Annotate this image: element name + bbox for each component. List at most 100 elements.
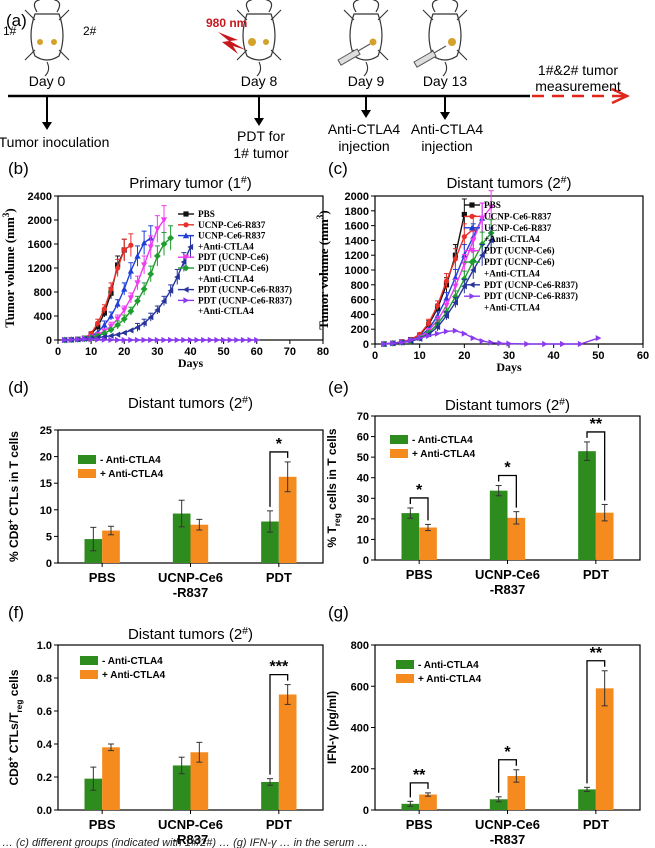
data-point-9 <box>121 247 127 253</box>
y-axis-label: IFN-γ (pg/ml) <box>325 691 339 764</box>
category-label-0-0: PBS <box>406 817 433 832</box>
x-tick-label-1: 10 <box>414 350 426 362</box>
data-point-9 <box>121 307 128 314</box>
data-point-7 <box>443 302 450 309</box>
chart-title: Distant tumors (2#) <box>446 174 571 192</box>
significance-label-2: *** <box>269 659 288 676</box>
y-tick-label-5: 50 <box>357 452 369 464</box>
legend-swatch-1 <box>78 469 96 478</box>
mouse-label-1: 1# <box>3 24 17 38</box>
mouse-day13-icon-body <box>428 13 462 61</box>
y-tick-label-1: 400 <box>34 311 52 323</box>
legend-entry-3-0: PDT (UCNP-Ce6) <box>484 246 555 256</box>
legend-entry-6-1: +Anti-CTLA4 <box>198 306 254 316</box>
legend-swatch-1 <box>390 449 408 458</box>
chart-title: Distant tumors (2#) <box>445 396 570 414</box>
day-label-8: Day 8 <box>241 73 278 89</box>
data-point-23 <box>214 336 221 344</box>
event-tumor-inoculation: Tumor inoculation <box>0 134 109 150</box>
legend-entry-2-1: +Anti-CTLA4 <box>484 234 540 244</box>
bar-1-0 <box>102 747 120 810</box>
y-tick-label-2: 800 <box>34 287 52 299</box>
data-point-14 <box>153 252 161 260</box>
legend-marker-1 <box>183 222 189 228</box>
y-tick-label-3: 15 <box>40 478 52 490</box>
y-tick-label-1: 5 <box>46 531 52 543</box>
y-tick-label-5: 2000 <box>28 215 52 227</box>
bar-0-1 <box>489 490 508 560</box>
chart-title: Primary tumor (1#) <box>129 174 252 192</box>
data-point-8 <box>452 327 459 334</box>
y-tick-label-6: 2400 <box>28 191 52 203</box>
data-point-12 <box>141 262 148 269</box>
legend-marker-0 <box>469 202 475 208</box>
data-point-8 <box>115 265 121 271</box>
y-tick-label-6: 1200 <box>345 250 369 262</box>
data-point-12 <box>141 320 147 327</box>
legend: - Anti-CTLA4 + Anti-CTLA4 <box>80 656 166 681</box>
mouse-day0-icon-limbs <box>24 9 70 77</box>
y-tick-label-2: 0.4 <box>37 739 53 751</box>
y-tick-label-5: 1000 <box>345 265 369 277</box>
legend-entry-0: - Anti-CTLA4 <box>102 656 163 667</box>
panel-label: (d) <box>8 378 29 397</box>
day-label-9: Day 9 <box>348 73 385 89</box>
data-point-28 <box>247 336 254 344</box>
syringe-day9-icon-needle <box>357 43 371 52</box>
data-point-27 <box>240 336 247 344</box>
legend-marker-3 <box>468 248 476 254</box>
timeline-arrowhead-icon <box>611 87 630 105</box>
category-label-1-1: -R837 <box>490 582 525 597</box>
bar-1-0 <box>419 527 437 560</box>
event-pdt-line1: PDT for <box>237 128 285 144</box>
data-point-12 <box>488 339 495 346</box>
y-tick-label-2: 10 <box>40 505 52 517</box>
data-point-11 <box>479 252 485 259</box>
data-point-11 <box>134 297 141 305</box>
data-point-15 <box>524 340 530 348</box>
data-point-8 <box>114 331 121 338</box>
data-point-10 <box>127 267 134 274</box>
data-point-21 <box>201 336 207 344</box>
data-point-10 <box>128 336 134 344</box>
legend-swatch-0 <box>78 455 96 464</box>
mouse-day9-icon-tumor-0 <box>369 38 377 46</box>
data-point-0 <box>62 336 68 344</box>
legend-swatch-1 <box>80 670 98 679</box>
mouse-day9-icon-head <box>352 0 380 13</box>
y-tick-label-3: 600 <box>351 295 369 307</box>
chart-title: Distant tumors (2#) <box>128 625 253 643</box>
legend-entry-5-0: PDT (UCNP-Ce6-R837) <box>484 280 578 290</box>
legend-swatch-0 <box>396 660 414 669</box>
data-point-9 <box>461 261 468 268</box>
data-point-8 <box>114 316 121 323</box>
data-point-16 <box>167 287 174 294</box>
data-point-8 <box>452 283 459 290</box>
legend-swatch-0 <box>80 656 98 665</box>
data-point-12 <box>488 237 494 244</box>
legend-entry-1: + Anti-CTLA4 <box>412 449 476 460</box>
line-chart-0: (b)Primary tumor (1#)0 10 20 30 40 50 60 70 8004… <box>1 159 329 370</box>
y-tick-label-0: 0 <box>363 805 369 817</box>
data-point-8 <box>114 321 122 329</box>
category-label-0-0: PBS <box>89 817 116 832</box>
bar-chart-3: (e) Distant tumors (2#) 0 10 20 30 40 50 60 70 % T… <box>325 378 641 597</box>
legend-entry-4-0: PDT (UCNP-Ce6) <box>198 263 269 273</box>
y-tick-label-4: 40 <box>357 473 369 485</box>
data-point-7 <box>108 336 115 343</box>
chart-panels: (b)Primary tumor (1#)0 10 20 30 40 50 60 70 8004… <box>1 159 649 847</box>
significance-label-2: * <box>276 436 283 453</box>
series-line <box>383 214 466 345</box>
legend-entry-4-1: +Anti-CTLA4 <box>198 274 254 284</box>
data-point-6 <box>101 306 107 312</box>
data-point-12 <box>141 239 148 246</box>
legend: PBSUCNP-Ce6-R837UCNP-Ce6-R837+Anti-CTLA4… <box>464 200 578 313</box>
day-label-13: Day 13 <box>423 73 468 89</box>
data-point-8 <box>452 274 459 280</box>
significance-bracket-2 <box>269 451 289 507</box>
data-point-6 <box>434 302 441 309</box>
laser-bolt-icon <box>218 32 246 54</box>
data-point-13 <box>147 270 155 278</box>
bar-1-1 <box>190 524 209 563</box>
mouse-day8-icon <box>236 0 282 77</box>
